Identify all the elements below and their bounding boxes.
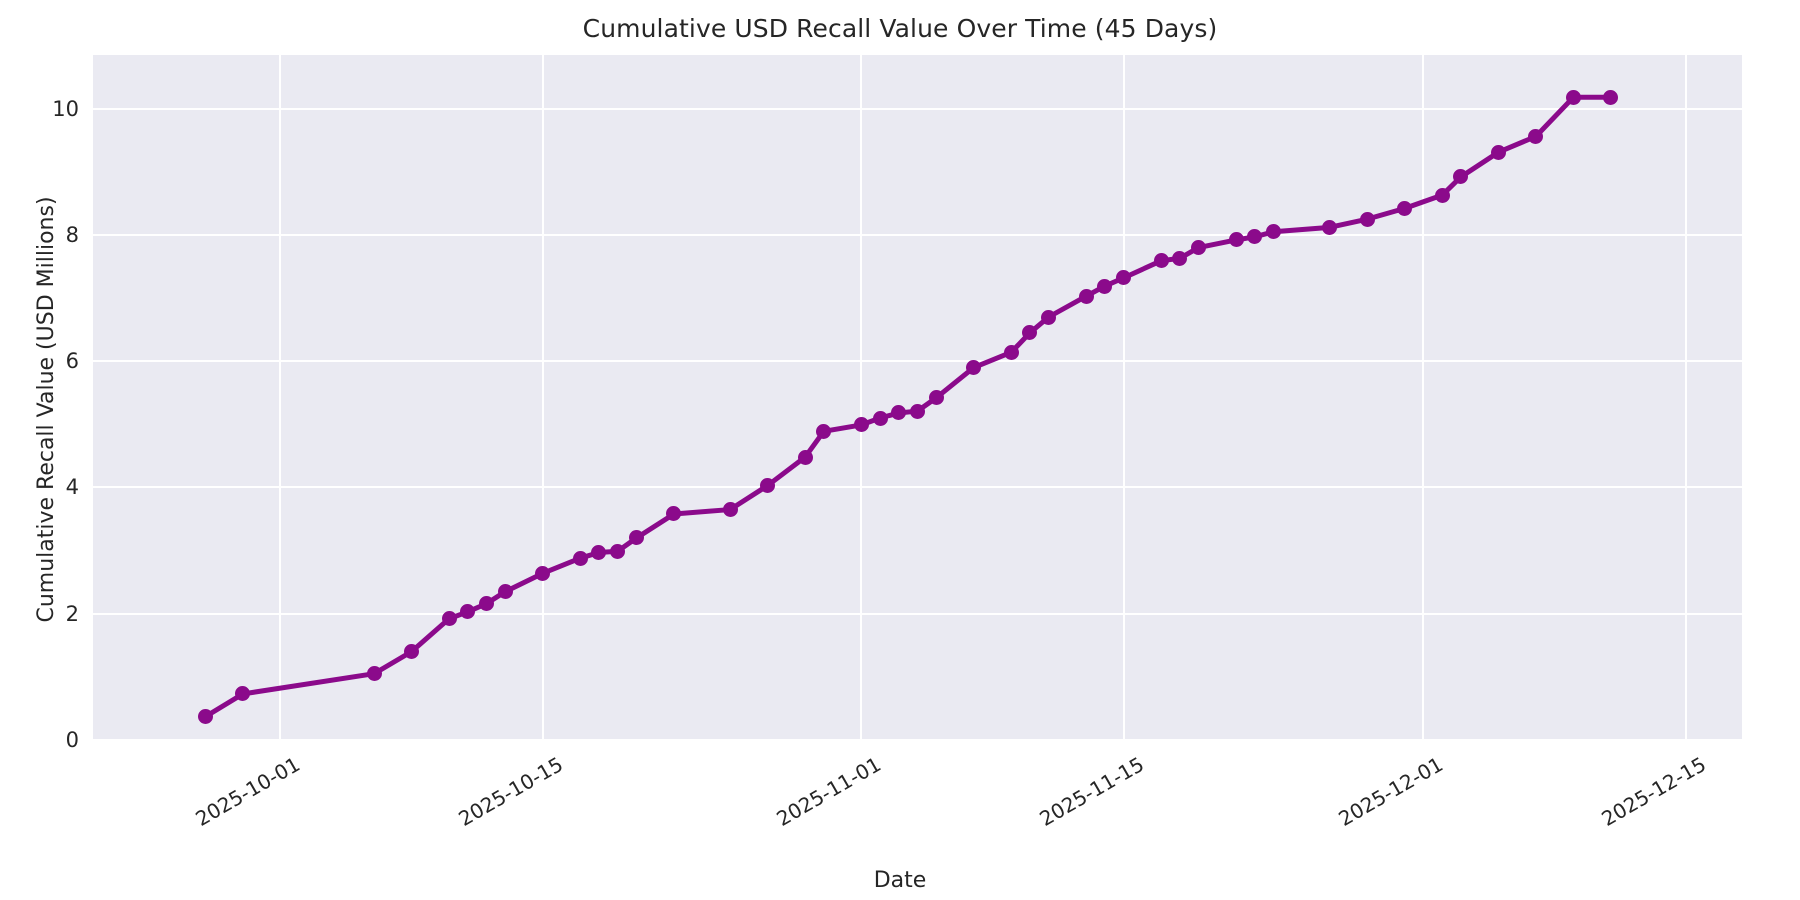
- data-point-marker: [1228, 232, 1244, 248]
- data-point-marker: [479, 596, 494, 612]
- data-point-marker: [460, 604, 476, 620]
- data-point-marker: [1022, 325, 1038, 341]
- data-point-marker: [1490, 144, 1506, 160]
- plot-area: [93, 55, 1742, 740]
- y-axis-tick-labels: 0 2 4 6 8 10: [0, 0, 93, 900]
- data-point-marker: [910, 403, 925, 419]
- data-point-marker: [1528, 128, 1544, 144]
- gridline-horizontal: [93, 107, 1742, 110]
- data-point-marker: [535, 565, 551, 581]
- data-point-marker: [366, 666, 382, 682]
- data-series-layer: [93, 55, 1742, 740]
- data-point-marker: [1078, 288, 1094, 304]
- y-tick-label: 10: [52, 96, 79, 121]
- data-point-marker: [497, 584, 513, 600]
- data-point-marker: [853, 417, 869, 433]
- data-point-marker: [197, 709, 213, 725]
- x-tick-label: 2025-11-15: [1034, 752, 1148, 831]
- gridline-vertical: [1684, 55, 1687, 740]
- x-tick-label: 2025-11-01: [772, 752, 886, 831]
- gridline-horizontal: [93, 739, 1742, 740]
- gridline-horizontal: [93, 233, 1742, 236]
- data-point-marker: [1172, 250, 1188, 266]
- gridline-horizontal: [93, 486, 1742, 489]
- data-point-marker: [1359, 211, 1375, 227]
- data-point-marker: [628, 530, 644, 546]
- gridline-horizontal: [93, 612, 1742, 615]
- data-point-marker: [816, 423, 832, 439]
- x-tick-label: 2025-12-01: [1334, 752, 1448, 831]
- data-point-marker: [1603, 89, 1619, 105]
- data-point-marker: [1191, 240, 1207, 256]
- gridline-vertical: [279, 55, 282, 740]
- x-tick-label: 2025-10-01: [191, 752, 305, 831]
- y-tick-label: 6: [65, 349, 79, 374]
- data-point-marker: [1003, 344, 1019, 360]
- data-point-marker: [966, 360, 982, 375]
- gridline-vertical: [1422, 55, 1425, 740]
- data-point-marker: [760, 478, 776, 494]
- data-point-marker: [1116, 270, 1132, 286]
- data-point-marker: [572, 550, 588, 566]
- y-tick-label: 8: [65, 222, 79, 247]
- y-tick-label: 4: [65, 475, 79, 500]
- data-point-marker: [797, 449, 813, 465]
- x-tick-label: 2025-12-15: [1597, 752, 1710, 831]
- chart-title: Cumulative USD Recall Value Over Time (4…: [582, 14, 1218, 43]
- gridline-horizontal: [93, 360, 1742, 363]
- x-tick-label: 2025-10-15: [454, 752, 567, 831]
- data-point-marker: [1041, 309, 1057, 325]
- data-point-marker: [404, 644, 420, 660]
- data-point-marker: [891, 405, 907, 421]
- y-tick-label: 2: [65, 601, 79, 626]
- data-point-marker: [722, 502, 738, 518]
- data-point-marker: [1397, 200, 1413, 216]
- gridline-vertical: [541, 55, 544, 740]
- data-point-marker: [1322, 219, 1338, 235]
- data-point-marker: [872, 410, 888, 426]
- data-point-marker: [235, 686, 251, 702]
- gridline-vertical: [1122, 55, 1125, 740]
- data-point-marker: [610, 543, 626, 559]
- data-point-marker: [1097, 278, 1113, 294]
- data-point-marker: [666, 506, 682, 522]
- gridline-vertical: [860, 55, 863, 740]
- y-axis-label: Cumulative Recall Value (USD Millions): [34, 196, 59, 623]
- data-point-marker: [928, 390, 944, 406]
- data-point-marker: [1434, 187, 1450, 203]
- horizontal-gridlines: [93, 55, 1742, 740]
- vertical-gridlines: [93, 55, 1742, 740]
- data-point-marker: [1247, 229, 1263, 245]
- data-point-marker: [1565, 89, 1581, 105]
- y-tick-label: 0: [65, 728, 79, 752]
- data-point-marker: [441, 611, 457, 627]
- data-point-marker: [1453, 169, 1469, 185]
- data-point-marker: [1153, 253, 1169, 269]
- data-point-marker: [591, 544, 607, 560]
- data-point-marker: [1266, 224, 1282, 240]
- x-axis-label: Date: [873, 868, 927, 893]
